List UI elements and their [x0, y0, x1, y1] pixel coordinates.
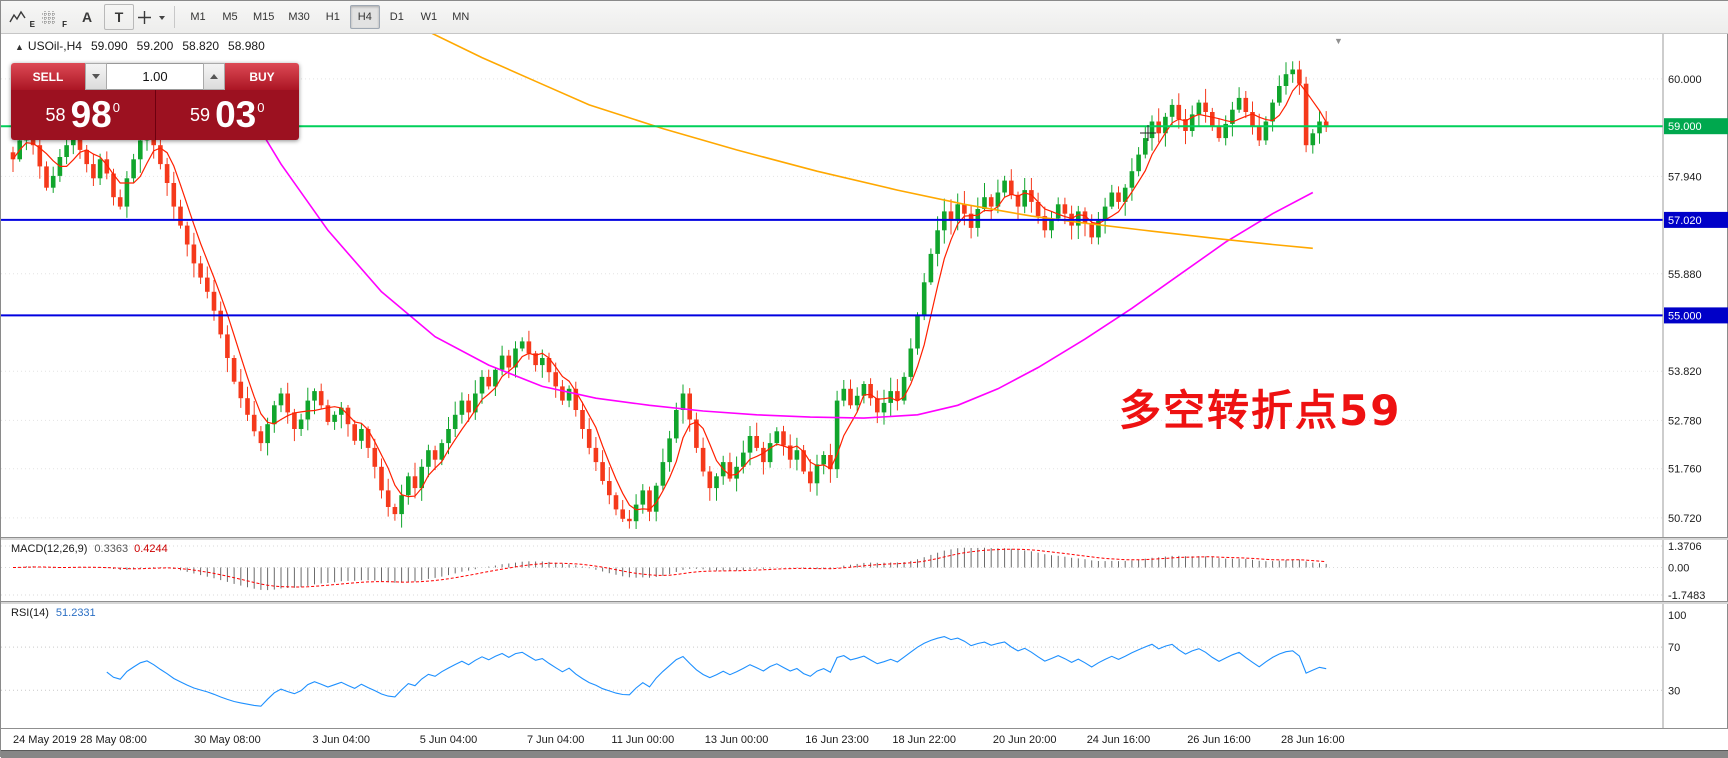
panel-splitter[interactable] [1, 601, 1728, 604]
icon-badge: F [62, 20, 67, 29]
text-box-icon[interactable]: T [104, 4, 134, 30]
time-label: 18 Jun 22:00 [892, 734, 956, 746]
one-click-trade-widget: SELL BUY 58 98 0 59 03 0 [11, 63, 299, 140]
svg-text:100: 100 [1668, 610, 1686, 622]
time-label: 24 Jun 16:00 [1086, 734, 1151, 746]
macd-panel-title: MACD(12,26,9) 0.3363 0.4244 [11, 543, 168, 555]
text-label-icon[interactable]: A [72, 4, 102, 30]
svg-text:30: 30 [1668, 685, 1680, 697]
svg-text:52.780: 52.780 [1668, 415, 1702, 427]
time-label: 20 Jun 20:00 [992, 734, 1057, 746]
svg-text:0.00: 0.00 [1668, 563, 1689, 575]
svg-text:50.720: 50.720 [1668, 513, 1702, 525]
svg-text:59.000: 59.000 [1668, 121, 1702, 133]
timeframe-M15[interactable]: M15 [247, 5, 280, 29]
sell-price-pips: 98 [70, 94, 112, 136]
symbol-marker-icon: ▲ [15, 42, 24, 52]
sell-price-frac: 0 [112, 99, 120, 115]
svg-text:70: 70 [1668, 642, 1680, 654]
timeframe-W1[interactable]: W1 [414, 5, 444, 29]
volume-increase-button[interactable] [203, 63, 225, 90]
sell-price-int: 58 [45, 104, 66, 125]
toolbar: E F A T M1 M5 M15 M30 H1 H4 D1 W1 MN [1, 1, 1728, 34]
svg-text:53.820: 53.820 [1668, 366, 1702, 378]
svg-text:55.880: 55.880 [1668, 269, 1702, 281]
time-label: 28 May 08:00 [80, 734, 147, 746]
open-value: 59.090 [90, 39, 128, 53]
toolbar-separator [174, 6, 175, 28]
chart-shift-marker-icon[interactable]: ▼ [1334, 36, 1343, 46]
svg-text:55.000: 55.000 [1668, 310, 1702, 322]
crosshair-cursor [1140, 125, 1156, 141]
timeframe-H4[interactable]: H4 [349, 5, 380, 29]
triangle-up-icon [210, 74, 218, 79]
svg-text:57.940: 57.940 [1668, 171, 1702, 183]
close-value: 58.980 [228, 39, 265, 53]
macd-main-value: 0.3363 [94, 543, 129, 555]
grid-icon[interactable]: F [40, 4, 70, 30]
time-axis: 24 May 2019 28 May 08:00 30 May 08:00 3 Jun… [1, 728, 1728, 750]
grid-glyph-icon [42, 10, 56, 24]
rsi-name: RSI(14) [11, 607, 49, 619]
timeframe-MN[interactable]: MN [446, 5, 476, 29]
timeframe-M5[interactable]: M5 [215, 5, 245, 29]
trade-controls-row: SELL BUY [11, 63, 299, 90]
macd-name: MACD(12,26,9) [11, 543, 88, 555]
buy-price-frac: 0 [257, 99, 265, 115]
time-label: 7 Jun 04:00 [526, 734, 585, 746]
rsi-panel-title: RSI(14) 51.2331 [11, 607, 96, 619]
time-label: 30 May 08:00 [194, 734, 261, 746]
time-label: 5 Jun 04:00 [419, 734, 478, 746]
buy-price-pips: 03 [215, 94, 257, 136]
panel-splitter[interactable] [1, 537, 1728, 540]
trade-price-row: 58 98 0 59 03 0 [11, 90, 299, 140]
timeframe-M1[interactable]: M1 [183, 5, 213, 29]
buy-button[interactable]: BUY [225, 63, 299, 90]
icon-badge: E [29, 20, 35, 29]
buy-price-int: 59 [190, 104, 211, 125]
timeframe-M30[interactable]: M30 [282, 5, 315, 29]
timeframe-D1[interactable]: D1 [382, 5, 412, 29]
time-label: 11 Jun 00:00 [611, 734, 675, 746]
timeframe-group: M1 M5 M15 M30 H1 H4 D1 W1 MN [182, 5, 477, 29]
triangle-down-icon [92, 74, 100, 79]
window-bottom-bar [1, 750, 1728, 758]
timeframe-H1[interactable]: H1 [318, 5, 348, 29]
macd-indicator-chart[interactable]: 1.3706 0.00 -1.7483 [1, 540, 1728, 601]
crosshair-glyph-icon [138, 10, 151, 24]
indicator-chart-icon[interactable]: E [8, 4, 38, 30]
time-label: 3 Jun 04:00 [312, 734, 371, 746]
rsi-indicator-chart[interactable]: 100 70 30 [1, 604, 1728, 728]
svg-text:57.020: 57.020 [1668, 215, 1702, 227]
main-price-chart[interactable]: 60.000 59.000 57.940 57.020 55.880 55.000 53.8… [1, 34, 1728, 537]
svg-text:51.760: 51.760 [1668, 464, 1702, 476]
sell-price[interactable]: 58 98 0 [11, 90, 155, 140]
letter-t-glyph: T [114, 9, 124, 25]
volume-input[interactable] [107, 63, 203, 90]
time-label: 13 Jun 00:00 [704, 734, 769, 746]
letter-a-glyph: A [81, 9, 93, 25]
svg-text:1.3706: 1.3706 [1668, 541, 1702, 553]
svg-text:-1.7483: -1.7483 [1668, 590, 1705, 601]
chart-ohlc-header: ▲ USOil-,H4 59.090 59.200 58.820 58.980 [15, 39, 265, 53]
volume-decrease-button[interactable] [85, 63, 107, 90]
rsi-value: 51.2331 [55, 607, 96, 619]
low-value: 58.820 [182, 39, 220, 53]
sell-button[interactable]: SELL [11, 63, 85, 90]
time-label: 28 Jun 16:00 [1280, 734, 1345, 746]
high-value: 59.200 [136, 39, 174, 53]
svg-text:60.000: 60.000 [1668, 74, 1702, 86]
macd-signal-value: 0.4244 [134, 543, 168, 555]
time-label: 26 Jun 16:00 [1187, 734, 1251, 746]
chart-annotation-text: 多空转折点59 [1119, 386, 1402, 435]
crosshair-icon[interactable] [136, 4, 166, 30]
dropdown-caret-icon [159, 16, 165, 20]
zigzag-icon [9, 10, 26, 22]
time-label: 24 May 2019 [13, 734, 77, 746]
buy-price[interactable]: 59 03 0 [154, 90, 300, 140]
time-label: 16 Jun 23:00 [805, 734, 869, 746]
symbol-name: USOil-,H4 [27, 39, 82, 53]
